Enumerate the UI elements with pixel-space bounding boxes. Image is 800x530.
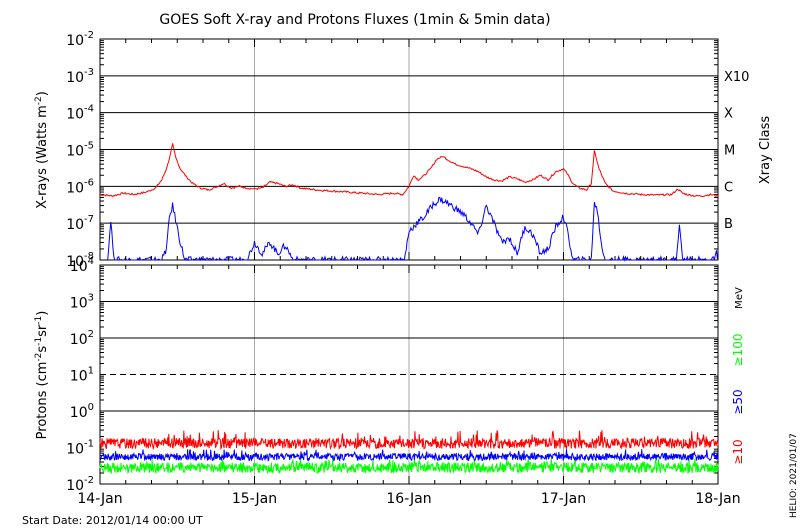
xray-class-label: B xyxy=(724,217,733,232)
proton-y-tick-label: 101 xyxy=(70,366,94,385)
proton-y-tick-label: 100 xyxy=(70,402,94,421)
xray-class-label: M xyxy=(724,144,735,159)
xray-grid xyxy=(100,39,718,260)
xray-class-axis-label: Xray Class xyxy=(758,116,773,184)
proton-y-tick-label: 10-1 xyxy=(66,439,94,458)
xray-y-tick-label: 10-2 xyxy=(66,30,94,49)
xray-panel: 10-2 10-3 10-4 10-5 10-6 10-7 10-8 X10 X M C B X-r… xyxy=(34,30,773,270)
x-tick-labels: 14-Jan 15-Jan 16-Jan 17-Jan 18-Jan xyxy=(77,39,741,507)
proton-energy-label: ≥10 xyxy=(731,439,745,464)
proton-panel: 104 103 102 101 100 10-1 10-2 ≥100 ≥50 ≥10 Proto… xyxy=(34,256,745,494)
xray-y-tick-label: 10-8 xyxy=(66,251,94,270)
x-tick-label: 17-Jan xyxy=(541,491,586,507)
x-tick-label: 16-Jan xyxy=(386,491,431,507)
xray-y-tick-labels: 10-2 10-3 10-4 10-5 10-6 10-7 10-8 xyxy=(66,30,94,270)
proton-energy-label: ≥100 xyxy=(731,334,745,367)
xray-class-label: C xyxy=(724,180,733,195)
chart-title: GOES Soft X-ray and Protons Fluxes (1min… xyxy=(159,12,550,28)
x-tick-label: 14-Jan xyxy=(77,491,122,507)
proton-grid xyxy=(100,265,718,484)
helio-credit: HELIO: 2021/01/07 xyxy=(789,433,799,518)
xray-long-series xyxy=(100,143,719,198)
proton-series-10mev xyxy=(99,430,719,451)
proton-y-axis-label: Protons (cm-2s-1sr-1) xyxy=(34,311,50,440)
xray-y-tick-label: 10-7 xyxy=(66,214,94,233)
proton-energy-labels: ≥100 ≥50 ≥10 xyxy=(731,334,745,465)
xray-short-series xyxy=(107,196,719,262)
start-date-label: Start Date: 2012/01/14 00:00 UT xyxy=(22,514,203,527)
xray-y-tick-label: 10-5 xyxy=(66,141,94,160)
proton-energy-unit: MeV xyxy=(734,287,745,309)
proton-series-50mev xyxy=(99,449,719,463)
proton-series xyxy=(99,430,719,475)
xray-class-label: X10 xyxy=(724,70,749,85)
proton-y-tick-label: 104 xyxy=(70,256,94,275)
proton-energy-label: ≥50 xyxy=(731,389,745,414)
proton-y-tick-label: 10-2 xyxy=(66,475,94,494)
proton-y-tick-labels: 104 103 102 101 100 10-1 10-2 xyxy=(66,256,94,494)
proton-series-100mev xyxy=(99,458,719,475)
x-tick-label: 15-Jan xyxy=(232,491,277,507)
xray-class-label: X xyxy=(724,107,733,122)
xray-y-tick-label: 10-6 xyxy=(66,177,94,196)
proton-y-tick-label: 103 xyxy=(70,293,94,312)
proton-y-tick-label: 102 xyxy=(70,329,94,348)
x-tick-label: 18-Jan xyxy=(695,491,740,507)
xray-series xyxy=(100,143,719,262)
xray-y-tick-label: 10-3 xyxy=(66,67,94,86)
xray-y-axis-label: X-rays (Watts m-2) xyxy=(34,91,50,209)
xray-y-tick-label: 10-4 xyxy=(66,104,94,123)
xray-class-labels: X10 X M C B xyxy=(724,70,749,232)
